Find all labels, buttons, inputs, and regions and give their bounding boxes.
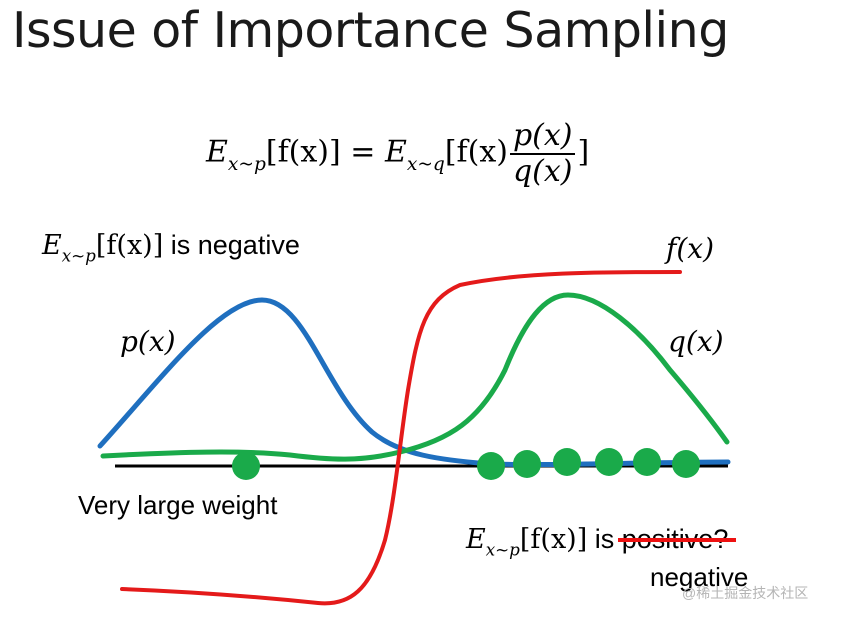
sample-point: [232, 452, 260, 480]
slide-title: Issue of Importance Sampling: [12, 2, 729, 59]
eq-close: ]: [577, 134, 590, 170]
sample-point: [477, 452, 505, 480]
sample-point: [595, 448, 623, 476]
struck-positive-text: positive?: [621, 524, 729, 554]
p-curve: [97, 297, 731, 468]
q-curve-label: q(x): [668, 325, 724, 358]
f-curve-label: f(x): [666, 232, 715, 265]
eq-denominator: q(x): [512, 153, 573, 189]
eq-E-q: E: [384, 134, 407, 170]
eq-sub-p: x~p: [227, 153, 266, 175]
q-curve: [100, 292, 730, 462]
importance-sampling-equation: Ex~p[f(x)] = Ex~q[f(x) p(x) q(x)]: [206, 120, 589, 187]
sample-point: [672, 450, 700, 478]
eq-numerator: p(x): [509, 120, 576, 155]
sample-points: [232, 448, 700, 480]
bottom-body: [f(x)]: [519, 524, 588, 555]
p-curve-label: p(x): [120, 325, 176, 358]
expr-body: [f(x)]: [95, 230, 164, 261]
eq-rhs: [f(x): [444, 134, 508, 170]
very-large-weight-label: Very large weight: [78, 490, 278, 520]
sample-point: [513, 450, 541, 478]
negative-correction-label: negative: [650, 562, 749, 592]
expr-sub: x~p: [61, 245, 96, 266]
bottom-sub: x~p: [485, 539, 520, 560]
expectation-positive-label: Ex~p[f(x)] is positive?: [466, 524, 728, 560]
eq-lhs: [f(x)] =: [265, 134, 385, 170]
eq-sub-q: x~q: [406, 153, 445, 175]
sample-point: [553, 448, 581, 476]
sample-point: [633, 448, 661, 476]
expr-text: is negative: [163, 230, 300, 260]
eq-E-p: E: [206, 134, 228, 170]
eq-fraction: p(x) q(x): [509, 120, 576, 189]
f-curve: [120, 270, 682, 606]
expectation-negative-label: Ex~p[f(x)] is negative: [42, 230, 300, 266]
watermark: @稀土掘金技术社区: [682, 585, 809, 601]
bottom-is: is: [587, 524, 622, 554]
expr-E: E: [42, 230, 62, 261]
bottom-E: E: [466, 524, 486, 555]
